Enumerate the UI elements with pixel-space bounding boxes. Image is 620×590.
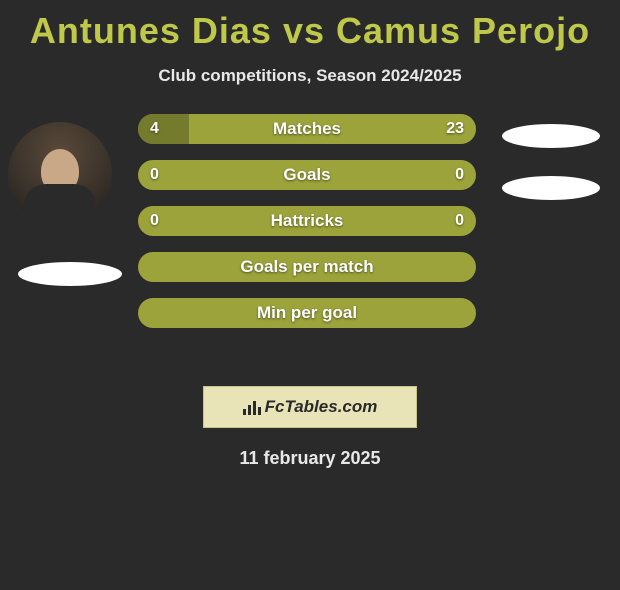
date-label: 11 february 2025 (0, 448, 620, 469)
stat-right-value: 23 (446, 114, 464, 144)
stat-row-min-per-goal: Min per goal (138, 298, 476, 328)
stat-row-matches: 4 Matches 23 (138, 114, 476, 144)
stat-label: Matches (138, 114, 476, 144)
player-left-logo-placeholder (18, 262, 122, 286)
fctables-logo[interactable]: FcTables.com (203, 386, 417, 428)
stat-label: Hattricks (138, 206, 476, 236)
stat-row-hattricks: 0 Hattricks 0 (138, 206, 476, 236)
stat-row-goals: 0 Goals 0 (138, 160, 476, 190)
stats-bars: 4 Matches 23 0 Goals 0 0 Hattricks 0 Goa… (138, 114, 476, 344)
player-right-logo-placeholder (502, 176, 600, 200)
stat-label: Goals per match (138, 252, 476, 282)
stat-right-value: 0 (455, 206, 464, 236)
stat-row-goals-per-match: Goals per match (138, 252, 476, 282)
stat-right-value: 0 (455, 160, 464, 190)
player-right-avatar-placeholder (502, 124, 600, 148)
comparison-area: 4 Matches 23 0 Goals 0 0 Hattricks 0 Goa… (0, 114, 620, 374)
player-left-avatar (8, 122, 112, 226)
logo-bars-icon (243, 399, 261, 415)
subtitle: Club competitions, Season 2024/2025 (0, 66, 620, 86)
stat-label: Min per goal (138, 298, 476, 328)
stat-label: Goals (138, 160, 476, 190)
logo-text: FcTables.com (265, 397, 378, 417)
page-title: Antunes Dias vs Camus Perojo (0, 10, 620, 52)
